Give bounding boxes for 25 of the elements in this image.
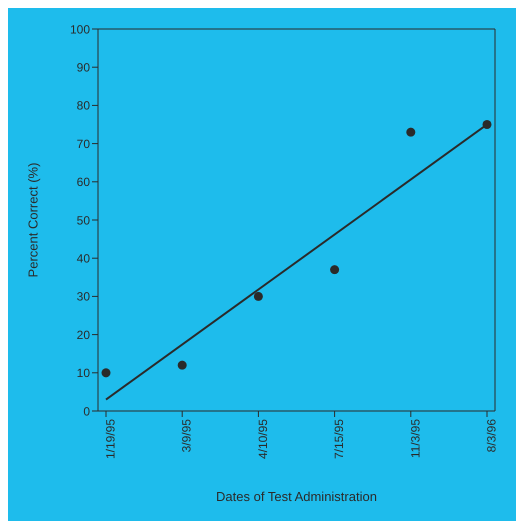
point (482, 120, 492, 130)
y-tick-label: 20 (76, 328, 90, 342)
y-tick-label: 90 (76, 60, 90, 74)
y-tick-label: 30 (76, 290, 90, 304)
point (254, 292, 263, 301)
point (406, 128, 416, 137)
x-tick-label: 1/19/95 (104, 418, 118, 460)
y-tick-label: 80 (76, 98, 90, 113)
point (330, 265, 340, 274)
y-tick-label: 0 (83, 404, 90, 418)
y-tick-label: 50 (76, 213, 90, 228)
point (178, 360, 187, 370)
x-axis-title: Dates of Test Administration (216, 489, 377, 504)
x-tick-label: 7/15/95 (332, 418, 346, 460)
x-tick-label: 4/10/95 (256, 418, 270, 460)
x-tick-label: 11/3/95 (408, 418, 422, 458)
y-axis-title: Percent Correct (%) (26, 162, 41, 278)
y-tick-label: 70 (76, 136, 90, 151)
x-tick-label: 3/9/95 (180, 418, 194, 452)
y-tick-label: 40 (76, 251, 90, 266)
y-tick-label: 100 (70, 22, 90, 36)
point (101, 368, 111, 378)
y-tick-label: 10 (76, 366, 90, 380)
x-tick-label: 8/3/96 (484, 418, 499, 452)
y-tick-label: 60 (76, 175, 90, 190)
